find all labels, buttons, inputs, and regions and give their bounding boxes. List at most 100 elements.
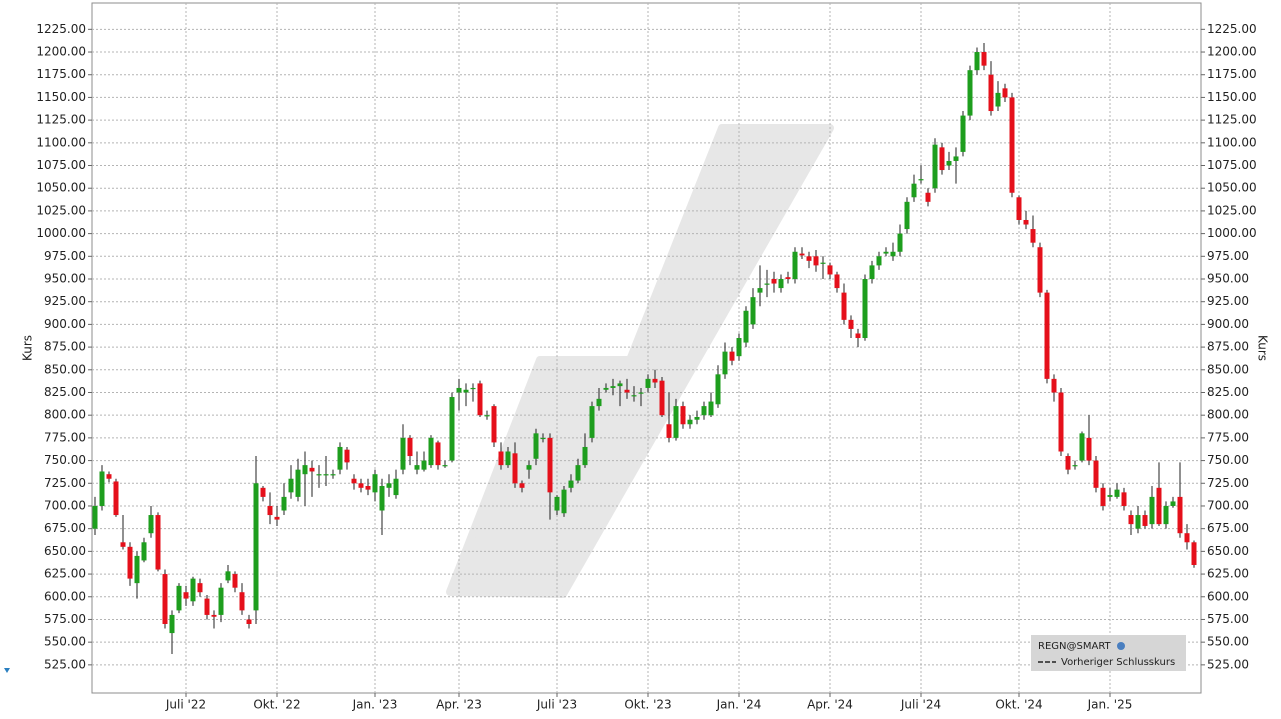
- candle-body: [1149, 496, 1155, 525]
- candle-body: [358, 483, 364, 488]
- candle-body: [1093, 460, 1099, 488]
- candle-body: [946, 160, 952, 166]
- candle-body: [470, 387, 476, 390]
- y2-tick-label: 775.00: [1207, 430, 1249, 444]
- candle-body: [582, 446, 588, 466]
- candle-body: [743, 310, 749, 343]
- candle-body: [512, 453, 518, 484]
- y2-tick-label: 725.00: [1207, 476, 1249, 490]
- candle-body: [568, 480, 574, 488]
- candle-body: [498, 451, 504, 466]
- y-tick-label: 725.00: [44, 476, 86, 490]
- candle-body: [281, 496, 287, 511]
- legend-box: [1031, 635, 1186, 671]
- candle-body: [526, 465, 532, 470]
- candle-body: [876, 256, 882, 266]
- candle-body: [442, 465, 448, 467]
- candle-body: [603, 387, 609, 390]
- candle-body: [645, 378, 651, 388]
- x-tick-label: Okt. '23: [624, 698, 671, 712]
- y2-tick-label: 1050.00: [1207, 181, 1257, 195]
- candle-body: [883, 251, 889, 254]
- candle-body: [1121, 492, 1127, 506]
- y-tick-label: 750.00: [44, 453, 86, 467]
- y-tick-label: 1000.00: [36, 226, 86, 240]
- candle-body: [932, 144, 938, 189]
- y-tick-label: 550.00: [44, 635, 86, 649]
- y-tick-label: 600.00: [44, 589, 86, 603]
- candle-body: [995, 92, 1001, 107]
- y-tick-label: 625.00: [44, 567, 86, 581]
- candle-body: [764, 283, 770, 285]
- candle-body: [400, 437, 406, 470]
- y2-tick-label: 575.00: [1207, 612, 1249, 626]
- candle-body: [687, 419, 693, 425]
- candle-body: [736, 338, 742, 357]
- candle-body: [316, 474, 322, 476]
- y2-tick-label: 525.00: [1207, 657, 1249, 671]
- y-tick-label: 1225.00: [36, 22, 86, 36]
- candle-body: [1114, 489, 1120, 497]
- y-tick-label: 825.00: [44, 385, 86, 399]
- candle-body: [820, 262, 826, 264]
- candle-body: [1163, 505, 1169, 525]
- candle-body: [869, 265, 875, 279]
- candle-body: [1135, 515, 1141, 529]
- x-tick-label: Juli '24: [900, 698, 941, 712]
- candle-body: [183, 592, 189, 599]
- candle-body: [1016, 197, 1022, 220]
- candle-body: [680, 406, 686, 425]
- candle-body: [666, 424, 672, 438]
- y-tick-label: 975.00: [44, 249, 86, 263]
- candle-body: [1030, 229, 1036, 243]
- y2-tick-label: 600.00: [1207, 589, 1249, 603]
- tool-icon[interactable]: [4, 668, 10, 673]
- candle-body: [323, 474, 329, 476]
- candle-body: [547, 437, 553, 493]
- y2-tick-label: 650.00: [1207, 544, 1249, 558]
- candle-body: [232, 574, 238, 588]
- candle-body: [722, 351, 728, 375]
- candle-body: [211, 614, 217, 617]
- x-tick-label: Okt. '22: [253, 698, 300, 712]
- x-tick-label: Juli '22: [165, 698, 206, 712]
- y2-tick-label: 675.00: [1207, 521, 1249, 535]
- y2-tick-label: 1125.00: [1207, 113, 1257, 127]
- y2-tick-label: 850.00: [1207, 362, 1249, 376]
- candle-body: [848, 319, 854, 329]
- candle-body: [911, 183, 917, 198]
- y2-tick-label: 1100.00: [1207, 135, 1257, 149]
- candle-body: [988, 74, 994, 112]
- y2-tick-label: 975.00: [1207, 249, 1249, 263]
- candle-body: [638, 392, 644, 394]
- candle-body: [771, 279, 777, 284]
- candle-body: [463, 389, 469, 393]
- x-tick-label: Jan. '23: [352, 698, 398, 712]
- y2-tick-label: 1025.00: [1207, 203, 1257, 217]
- candle-body: [792, 251, 798, 279]
- candle-body: [197, 583, 203, 593]
- candle-body: [589, 406, 595, 438]
- y-tick-label: 850.00: [44, 362, 86, 376]
- y-tick-label: 950.00: [44, 272, 86, 286]
- candle-body: [260, 487, 266, 497]
- candle-body: [575, 465, 581, 481]
- candle-body: [967, 70, 973, 116]
- candle-body: [449, 397, 455, 461]
- candle-body: [1184, 533, 1190, 543]
- y2-tick-label: 1000.00: [1207, 226, 1257, 240]
- y2-tick-label: 875.00: [1207, 340, 1249, 354]
- candle-body: [715, 374, 721, 405]
- candle-body: [953, 156, 959, 161]
- candle-body: [862, 279, 868, 339]
- candle-body: [918, 179, 924, 181]
- candle-body: [225, 571, 231, 581]
- candle-body: [99, 471, 105, 506]
- candle-body: [785, 277, 791, 279]
- candle-body: [288, 478, 294, 493]
- candle-body: [617, 383, 623, 387]
- candle-body: [533, 433, 539, 459]
- candle-body: [610, 386, 616, 388]
- candle-body: [379, 486, 385, 511]
